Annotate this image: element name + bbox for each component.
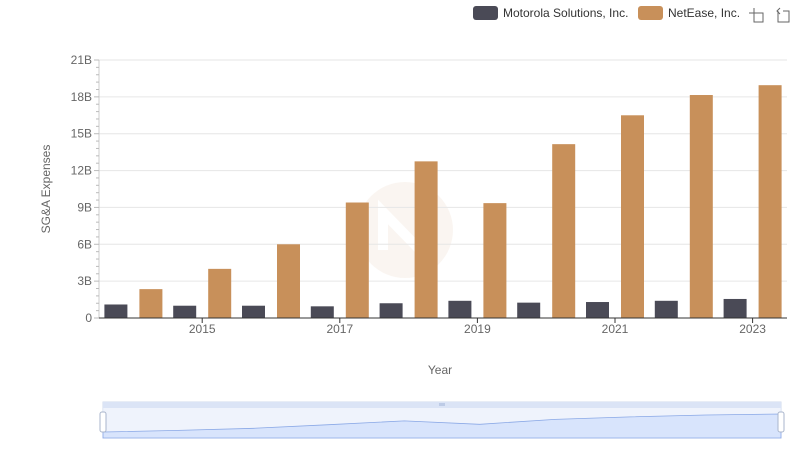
x-axis-title: Year <box>428 363 452 377</box>
y-tick-label: 9B <box>77 200 92 214</box>
x-tick-label: 2023 <box>739 322 766 336</box>
restore-icon[interactable] <box>776 7 790 23</box>
slider-right-handle[interactable] <box>777 411 785 433</box>
watermark-logo <box>357 182 453 278</box>
bar-netease-2022[interactable] <box>689 95 713 318</box>
x-tick-label: 2019 <box>464 322 491 336</box>
y-axis-title: SG&A Expenses <box>39 145 53 234</box>
bar-motorola-2023[interactable] <box>723 298 747 318</box>
y-tick-label: 6B <box>77 237 92 251</box>
x-axis: 2015 2017 2019 2021 2023 <box>99 317 787 336</box>
bar-netease-2021[interactable] <box>621 115 644 319</box>
slider-left-handle[interactable] <box>99 411 107 433</box>
x-tick-label: 2021 <box>602 322 629 336</box>
bars <box>104 85 782 319</box>
bar-netease-2018[interactable] <box>414 161 438 318</box>
legend-item-motorola[interactable]: Motorola Solutions, Inc. <box>473 6 628 20</box>
y-tick-label: 15B <box>71 127 92 141</box>
bar-netease-2019[interactable] <box>483 203 507 318</box>
bar-netease-2016[interactable] <box>277 244 300 318</box>
bar-netease-2017[interactable] <box>345 202 369 318</box>
bar-motorola-2017[interactable] <box>310 306 334 318</box>
x-tick-label: 2015 <box>189 322 216 336</box>
y-tick-label: 18B <box>71 90 92 104</box>
bar-motorola-2020[interactable] <box>517 302 541 318</box>
legend: Motorola Solutions, Inc. NetEase, Inc. <box>473 6 740 20</box>
legend-swatch-motorola <box>473 6 498 20</box>
slider-preview-area <box>102 413 782 439</box>
bar-netease-2014[interactable] <box>139 289 163 318</box>
bar-motorola-2018[interactable] <box>379 303 403 318</box>
legend-label-netease: NetEase, Inc. <box>668 6 740 20</box>
x-tick-label: 2017 <box>326 322 353 336</box>
y-tick-label: 12B <box>71 164 92 178</box>
grid <box>99 59 787 282</box>
bar-netease-2020[interactable] <box>552 144 576 318</box>
bar-netease-2023[interactable] <box>758 85 782 318</box>
bar-motorola-2019[interactable] <box>448 300 472 318</box>
bar-motorola-2015[interactable] <box>173 305 197 318</box>
bar-motorola-2014[interactable] <box>104 304 128 318</box>
bar-netease-2015[interactable] <box>208 268 232 318</box>
data-zoom-slider[interactable] <box>99 401 785 439</box>
legend-swatch-netease <box>638 6 663 20</box>
y-tick-label: 21B <box>71 53 92 67</box>
y-tick-label: 0 <box>85 311 92 325</box>
bar-motorola-2021[interactable] <box>586 302 609 318</box>
drag-handle-icon[interactable] <box>439 403 445 406</box>
legend-label-motorola: Motorola Solutions, Inc. <box>503 6 628 20</box>
bar-motorola-2016[interactable] <box>242 305 265 318</box>
data-zoom-icon[interactable] <box>749 8 764 23</box>
legend-item-netease[interactable]: NetEase, Inc. <box>638 6 740 20</box>
y-tick-label: 3B <box>77 274 92 288</box>
y-axis: 0 3B 6B 9B 12B 15B 18B 21B <box>71 53 100 325</box>
bar-motorola-2022[interactable] <box>654 300 678 318</box>
